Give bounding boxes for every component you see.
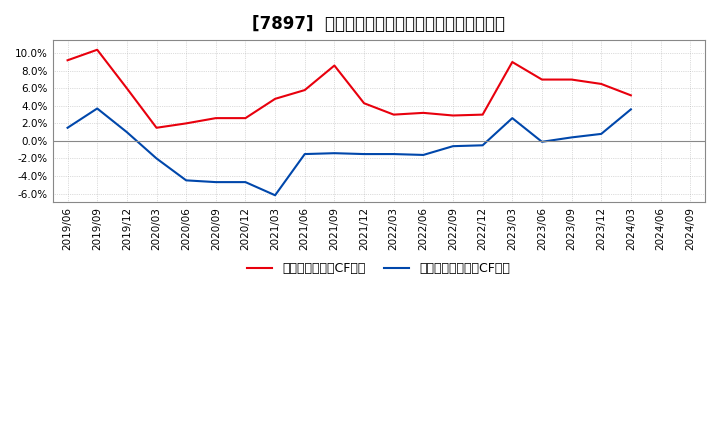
有利子負債営業CF比率 [152,125,161,130]
有利子負債営業CF比率 [271,96,279,102]
有利子負債フリーCF比率 [63,125,72,130]
有利子負債営業CF比率 [300,88,309,93]
Line: 有利子負債フリーCF比率: 有利子負債フリーCF比率 [68,109,631,195]
有利子負債フリーCF比率 [567,135,576,140]
有利子負債営業CF比率 [449,113,457,118]
有利子負債営業CF比率 [508,59,517,65]
有利子負債フリーCF比率 [478,143,487,148]
有利子負債フリーCF比率 [626,107,635,112]
有利子負債営業CF比率 [182,121,191,126]
有利子負債営業CF比率 [390,112,398,117]
有利子負債フリーCF比率 [538,139,546,144]
有利子負債フリーCF比率 [360,151,369,157]
有利子負債フリーCF比率 [300,151,309,157]
有利子負債営業CF比率 [419,110,428,116]
有利子負債フリーCF比率 [419,152,428,158]
有利子負債営業CF比率 [597,81,606,87]
有利子負債営業CF比率 [567,77,576,82]
有利子負債営業CF比率 [538,77,546,82]
有利子負債フリーCF比率 [182,178,191,183]
有利子負債営業CF比率 [626,93,635,98]
有利子負債フリーCF比率 [390,151,398,157]
有利子負債フリーCF比率 [122,129,131,135]
有利子負債営業CF比率 [93,47,102,52]
Legend: 有利子負債営業CF比率, 有利子負債フリーCF比率: 有利子負債営業CF比率, 有利子負債フリーCF比率 [243,257,516,280]
有利子負債フリーCF比率 [330,150,338,156]
有利子負債フリーCF比率 [508,115,517,121]
Line: 有利子負債営業CF比率: 有利子負債営業CF比率 [68,50,631,128]
有利子負債フリーCF比率 [212,180,220,185]
有利子負債フリーCF比率 [449,143,457,149]
有利子負債営業CF比率 [330,63,338,68]
有利子負債営業CF比率 [360,101,369,106]
有利子負債フリーCF比率 [597,131,606,136]
有利子負債フリーCF比率 [152,156,161,161]
有利子負債営業CF比率 [212,115,220,121]
有利子負債営業CF比率 [63,58,72,63]
有利子負債フリーCF比率 [271,193,279,198]
有利子負債営業CF比率 [122,86,131,91]
Title: [7897]  有利子負債キャッシュフロー比率の推移: [7897] 有利子負債キャッシュフロー比率の推移 [253,15,505,33]
有利子負債フリーCF比率 [93,106,102,111]
有利子負債営業CF比率 [478,112,487,117]
有利子負債営業CF比率 [241,115,250,121]
有利子負債フリーCF比率 [241,180,250,185]
